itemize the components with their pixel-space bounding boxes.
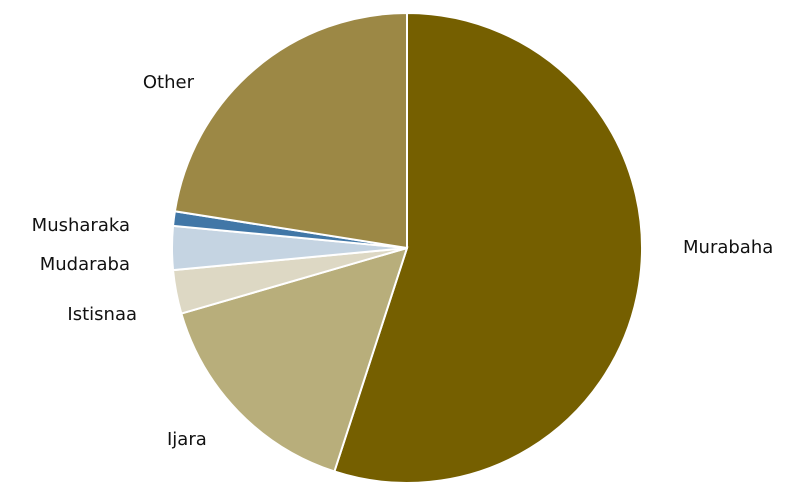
pie-slice-murabaha — [333, 11, 643, 484]
slice-label-mudaraba: Mudaraba — [40, 254, 130, 275]
pie-slice-other — [173, 11, 408, 250]
slice-label-other: Other — [143, 72, 195, 93]
slice-label-istisnaa: Istisnaa — [67, 304, 137, 325]
pie-slice-ijara — [180, 246, 409, 473]
slice-label-ijara: Ijara — [167, 429, 207, 450]
slice-label-murabaha: Murabaha — [683, 237, 773, 258]
slice-label-musharaka: Musharaka — [32, 215, 130, 236]
